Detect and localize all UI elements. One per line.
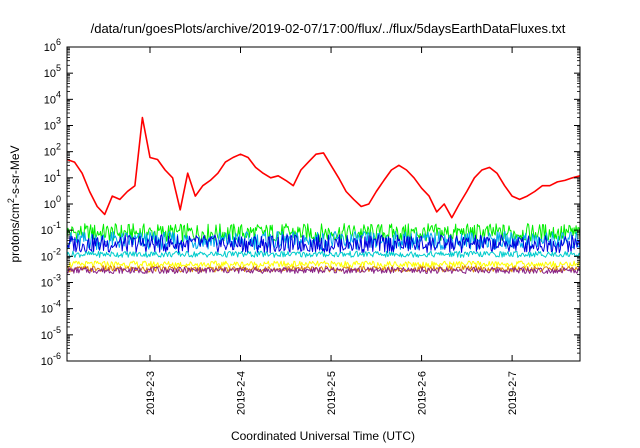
y-axis-label: protons/cm2-s-sr-MeV — [6, 145, 22, 262]
series-line-4 — [66, 250, 581, 258]
y-tick-label: 10-3 — [41, 273, 61, 290]
y-tick-label: 10-4 — [41, 299, 61, 316]
y-tick-label: 101 — [44, 168, 61, 185]
series-line-7 — [66, 266, 581, 274]
x-tick-label: 2019-2-6 — [417, 371, 429, 415]
x-axis-label: Coordinated Universal Time (UTC) — [231, 429, 415, 443]
y-tick-label: 10-1 — [41, 220, 61, 237]
y-tick-label: 10-5 — [41, 325, 61, 342]
series-line-0 — [66, 116, 581, 219]
series-layer — [66, 116, 581, 274]
x-tick-label: 2019-2-3 — [145, 371, 157, 415]
y-tick-label: 103 — [44, 116, 61, 133]
y-tick-label: 100 — [44, 194, 61, 211]
y-tick-label: 10-2 — [41, 246, 61, 263]
y-tick-label: 102 — [44, 142, 61, 159]
x-tick-label: 2019-2-7 — [507, 371, 519, 415]
tick-layer: 10-6 10-5 10-4 10-3 10-2 10-1 100 101 102 103 104 1… — [41, 37, 580, 415]
x-tick-label: 2019-2-5 — [326, 371, 338, 415]
series-line-3 — [66, 234, 581, 254]
y-tick-label: 106 — [44, 37, 61, 54]
chart-title: /data/run/goesPlots/archive/2019-02-07/1… — [91, 21, 566, 36]
plot-frame — [66, 46, 581, 362]
y-tick-label: 104 — [44, 89, 61, 106]
series-line-5 — [66, 260, 581, 268]
y-tick-label: 10-6 — [41, 351, 61, 368]
x-tick-label: 2019-2-4 — [236, 371, 248, 415]
y-tick-label: 105 — [44, 63, 61, 80]
